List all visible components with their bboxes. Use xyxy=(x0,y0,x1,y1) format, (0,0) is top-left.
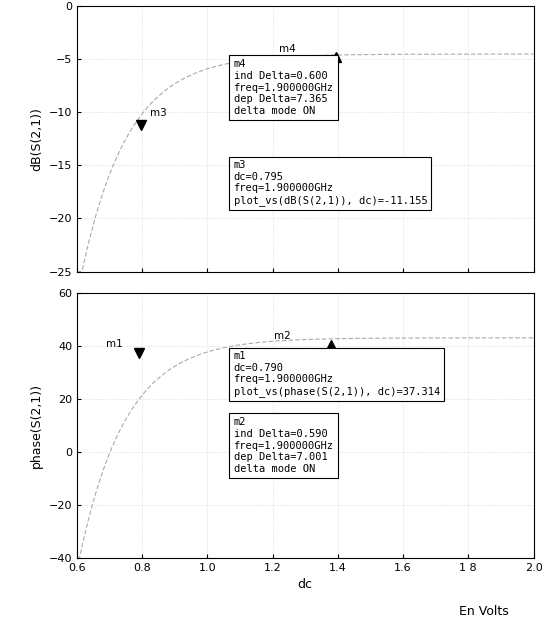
Text: m4
ind Delta=0.600
freq=1.900000GHz
dep Delta=7.365
delta mode ON: m4 ind Delta=0.600 freq=1.900000GHz dep … xyxy=(234,60,333,116)
Text: m3
dc=0.795
freq=1.900000GHz
plot_vs(dB(S(2,1)), dc)=-11.155: m3 dc=0.795 freq=1.900000GHz plot_vs(dB(… xyxy=(234,160,427,206)
Text: m3: m3 xyxy=(150,108,167,119)
Text: m2: m2 xyxy=(274,331,291,341)
Y-axis label: dB(S(2,1)): dB(S(2,1)) xyxy=(30,107,43,171)
Y-axis label: phase(S(2,1)): phase(S(2,1)) xyxy=(30,383,43,468)
Text: m2
ind Delta=0.590
freq=1.900000GHz
dep Delta=7.001
delta mode ON: m2 ind Delta=0.590 freq=1.900000GHz dep … xyxy=(234,417,333,474)
Text: m1: m1 xyxy=(106,339,123,349)
X-axis label: dc: dc xyxy=(298,578,313,592)
Text: m1
dc=0.790
freq=1.900000GHz
plot_vs(phase(S(2,1)), dc)=37.314: m1 dc=0.790 freq=1.900000GHz plot_vs(pha… xyxy=(234,351,440,397)
Text: m4: m4 xyxy=(279,44,296,54)
Text: En Volts: En Volts xyxy=(459,605,509,619)
